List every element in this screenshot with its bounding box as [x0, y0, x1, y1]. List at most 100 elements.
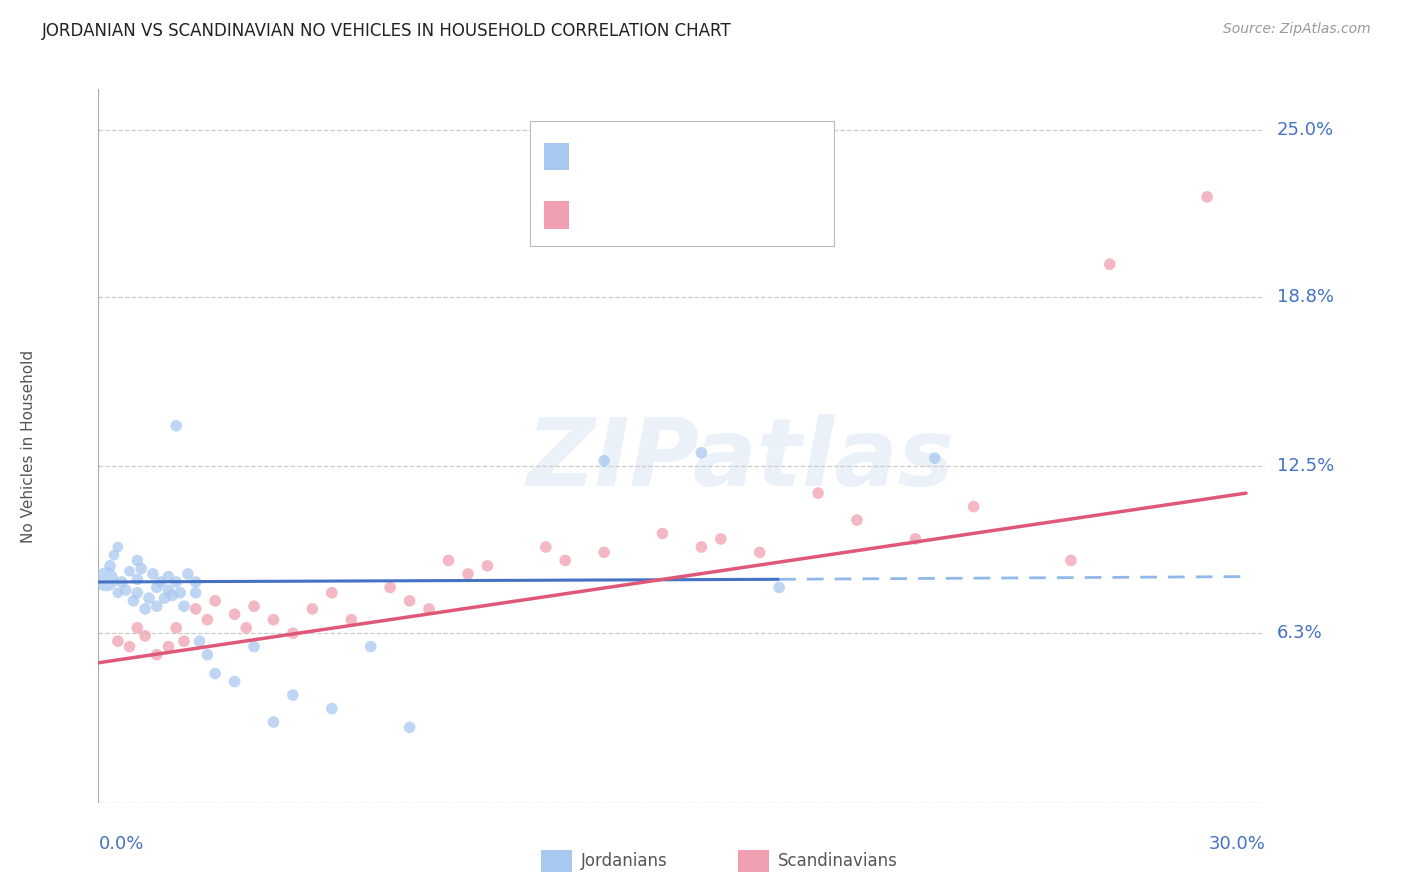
Point [340, 613, 363, 627]
Point [153, 591, 176, 606]
Point [477, 558, 499, 573]
Point [127, 572, 149, 586]
Point [149, 574, 172, 589]
Point [651, 526, 673, 541]
Point [360, 640, 382, 654]
Point [554, 553, 576, 567]
Point [593, 454, 616, 468]
Point [807, 486, 830, 500]
Point [224, 607, 246, 622]
Point [534, 540, 557, 554]
Point [924, 451, 946, 466]
Text: 12.5%: 12.5% [1277, 458, 1334, 475]
Point [243, 599, 266, 614]
Point [138, 591, 160, 606]
FancyBboxPatch shape [530, 121, 834, 246]
Point [243, 640, 266, 654]
Text: No Vehicles in Household: No Vehicles in Household [21, 350, 37, 542]
Point [690, 540, 713, 554]
Point [118, 564, 141, 578]
Point [235, 621, 257, 635]
Point [457, 566, 479, 581]
Point [262, 613, 284, 627]
Text: 6.3%: 6.3% [1277, 624, 1322, 642]
Point [98, 558, 121, 573]
Text: 25.0%: 25.0% [1277, 120, 1334, 138]
Text: 0.396: 0.396 [627, 206, 683, 224]
Point [165, 418, 187, 433]
Point [173, 599, 195, 614]
Point [177, 566, 200, 581]
Text: 30.0%: 30.0% [1209, 835, 1265, 853]
Point [129, 561, 152, 575]
Point [127, 553, 149, 567]
Point [748, 545, 770, 559]
FancyBboxPatch shape [544, 202, 568, 228]
Point [142, 566, 165, 581]
Point [173, 634, 195, 648]
Point [165, 574, 187, 589]
Point [111, 574, 134, 589]
Point [593, 545, 616, 559]
Text: N =: N = [693, 206, 741, 224]
Point [127, 586, 149, 600]
Point [301, 602, 323, 616]
Point [378, 580, 402, 594]
Point [321, 586, 343, 600]
Text: Jordanians: Jordanians [581, 852, 668, 870]
Text: ZIPatlas: ZIPatlas [526, 414, 955, 507]
Point [122, 594, 145, 608]
Point [184, 574, 207, 589]
Point [195, 613, 218, 627]
Text: 18.8%: 18.8% [1277, 287, 1333, 306]
Text: R =: R = [582, 206, 619, 224]
Point [904, 532, 927, 546]
Text: 44: 44 [749, 147, 775, 165]
Text: Scandinavians: Scandinavians [778, 852, 897, 870]
Point [437, 553, 460, 567]
Point [1195, 190, 1218, 204]
Point [134, 629, 156, 643]
Point [107, 634, 129, 648]
Point [127, 621, 149, 635]
FancyBboxPatch shape [544, 143, 568, 169]
Point [146, 648, 169, 662]
Point [195, 648, 218, 662]
Point [107, 540, 129, 554]
Text: 39: 39 [749, 206, 775, 224]
Point [162, 589, 184, 603]
Point [157, 640, 180, 654]
Point [103, 548, 125, 562]
Point [114, 583, 136, 598]
Point [845, 513, 868, 527]
Point [96, 572, 118, 586]
Text: JORDANIAN VS SCANDINAVIAN NO VEHICLES IN HOUSEHOLD CORRELATION CHART: JORDANIAN VS SCANDINAVIAN NO VEHICLES IN… [42, 22, 731, 40]
Point [204, 594, 226, 608]
Point [710, 532, 733, 546]
Point [157, 583, 180, 598]
Point [188, 634, 211, 648]
Point [107, 586, 129, 600]
Point [118, 640, 141, 654]
Text: N =: N = [693, 147, 741, 165]
Text: 0.030: 0.030 [627, 147, 683, 165]
Text: R =: R = [582, 147, 619, 165]
Point [262, 714, 284, 729]
Point [134, 602, 156, 616]
Text: Source: ZipAtlas.com: Source: ZipAtlas.com [1223, 22, 1371, 37]
Point [157, 569, 180, 583]
Point [321, 701, 343, 715]
Point [1098, 257, 1121, 271]
Point [690, 446, 713, 460]
Point [962, 500, 984, 514]
Point [165, 621, 187, 635]
Point [281, 688, 304, 702]
Point [398, 720, 420, 734]
Point [169, 586, 191, 600]
Point [418, 602, 440, 616]
Text: 0.0%: 0.0% [98, 835, 143, 853]
Point [768, 580, 790, 594]
Point [184, 602, 207, 616]
Point [184, 586, 207, 600]
Point [204, 666, 226, 681]
